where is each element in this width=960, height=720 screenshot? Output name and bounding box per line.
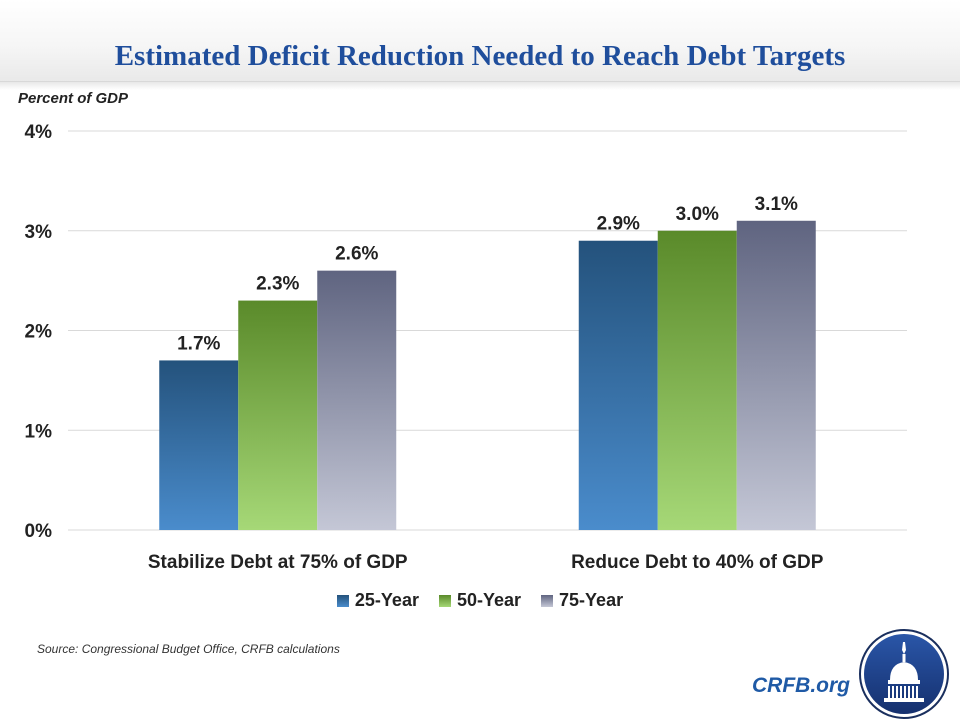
legend-swatch — [541, 594, 554, 607]
chart-title: Estimated Deficit Reduction Needed to Re… — [114, 40, 846, 72]
legend-item: 50-Year — [438, 590, 522, 611]
y-tick-label: 1% — [25, 421, 53, 442]
legend: 25-Year 50-Year 75-Year — [0, 590, 960, 611]
legend-label: 25-Year — [354, 590, 419, 610]
data-label: 2.6% — [335, 244, 378, 265]
bar-25-year — [159, 360, 239, 530]
legend-label: 75-Year — [559, 590, 624, 610]
x-category-label: Stabilize Debt at 75% of GDP — [148, 552, 408, 573]
bar-75-year — [317, 270, 397, 530]
header-divider — [0, 81, 960, 82]
y-tick-label: 4% — [25, 122, 53, 143]
bar-25-year — [578, 240, 658, 530]
data-label: 1.7% — [177, 333, 220, 354]
legend-swatch — [438, 594, 451, 607]
header-band — [0, 0, 960, 82]
legend-item: 75-Year — [541, 590, 623, 611]
y-tick-label: 2% — [25, 322, 53, 343]
data-label: 3.0% — [676, 204, 719, 225]
legend-item: 25-Year — [336, 590, 419, 611]
y-tick-label: 0% — [25, 521, 53, 542]
data-label: 3.1% — [755, 194, 798, 215]
header-shadow — [0, 82, 960, 90]
bar-50-year — [657, 230, 737, 530]
bar-75-year — [736, 220, 816, 530]
bar-50-year — [238, 300, 318, 530]
capitol-dome-icon — [859, 629, 949, 719]
bar-chart: 0% 1% 2% 3% 4% 1.7% 2.3% 2.6% 2.9% 3.0% 3.1% Stab… — [25, 122, 907, 573]
brand-link[interactable]: CRFB.org — [752, 674, 850, 697]
x-category-label: Reduce Debt to 40% of GDP — [571, 552, 824, 573]
data-label: 2.3% — [256, 274, 299, 295]
legend-swatch — [336, 594, 349, 607]
source-note: Source: Congressional Budget Office, CRF… — [37, 642, 340, 656]
data-label: 2.9% — [597, 214, 640, 235]
legend-label: 50-Year — [456, 590, 522, 610]
y-tick-label: 3% — [25, 222, 53, 243]
y-axis-label: Percent of GDP — [18, 90, 129, 107]
